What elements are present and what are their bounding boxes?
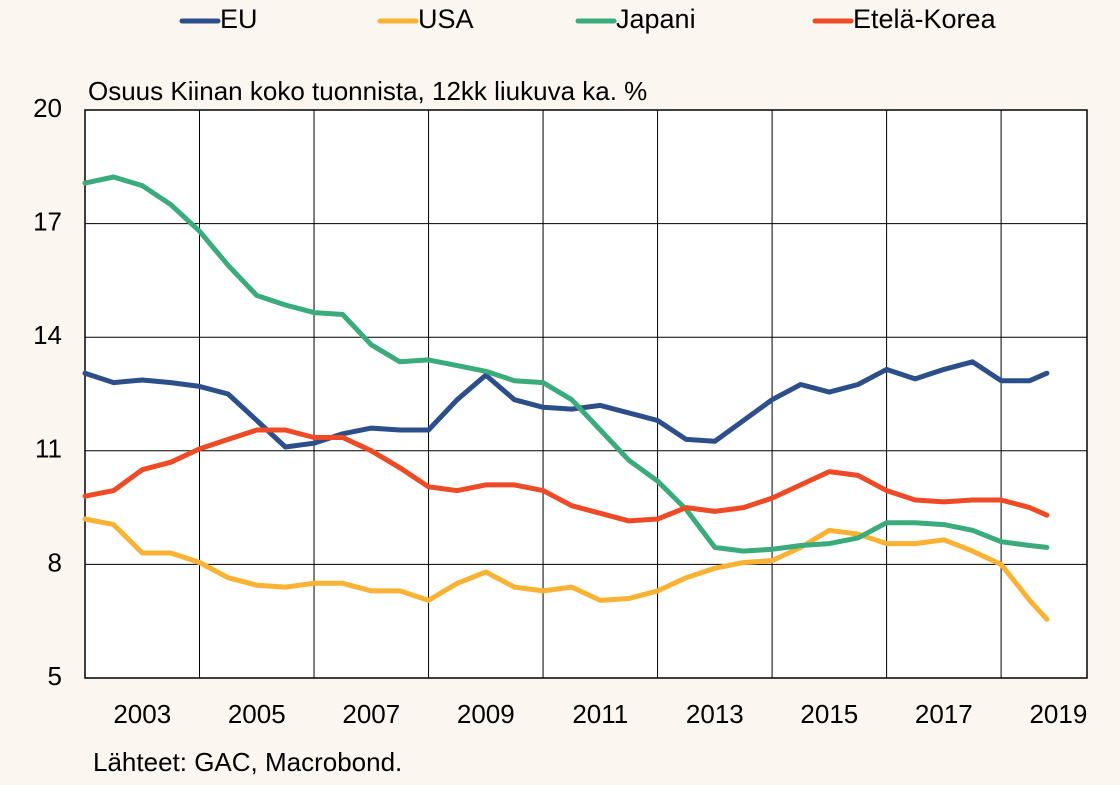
y-tick-label: 11 (35, 434, 62, 464)
x-tick-label: 2009 (457, 699, 515, 729)
y-tick-label: 14 (33, 320, 62, 350)
x-tick-label: 2015 (800, 699, 858, 729)
x-tick-label: 2017 (915, 699, 973, 729)
x-tick-label: 2003 (113, 699, 171, 729)
y-tick-label: 20 (33, 93, 62, 123)
legend-label: EU (220, 4, 258, 34)
series-line (82, 174, 1050, 554)
legend-label: Japani (616, 4, 696, 34)
y-tick-label: 8 (48, 547, 62, 577)
x-tick-label: 2007 (342, 699, 400, 729)
source: Lähteet: GAC, Macrobond. (93, 747, 402, 777)
series-line (82, 516, 1050, 622)
plot-frame (84, 109, 1088, 679)
legend-label: Etelä-Korea (853, 4, 997, 34)
series-line (82, 359, 1050, 450)
legend-label: USA (418, 4, 474, 34)
x-tick-label: 2005 (228, 699, 286, 729)
x-tick-label: 2011 (572, 699, 628, 729)
y-tick-label: 17 (33, 206, 62, 236)
series-line (82, 427, 1050, 524)
subtitle: Osuus Kiinan koko tuonnista, 12kk liukuv… (88, 76, 647, 106)
x-tick-label: 2019 (1029, 699, 1087, 729)
y-tick-label: 5 (48, 661, 62, 691)
x-tick-label: 2013 (686, 699, 744, 729)
